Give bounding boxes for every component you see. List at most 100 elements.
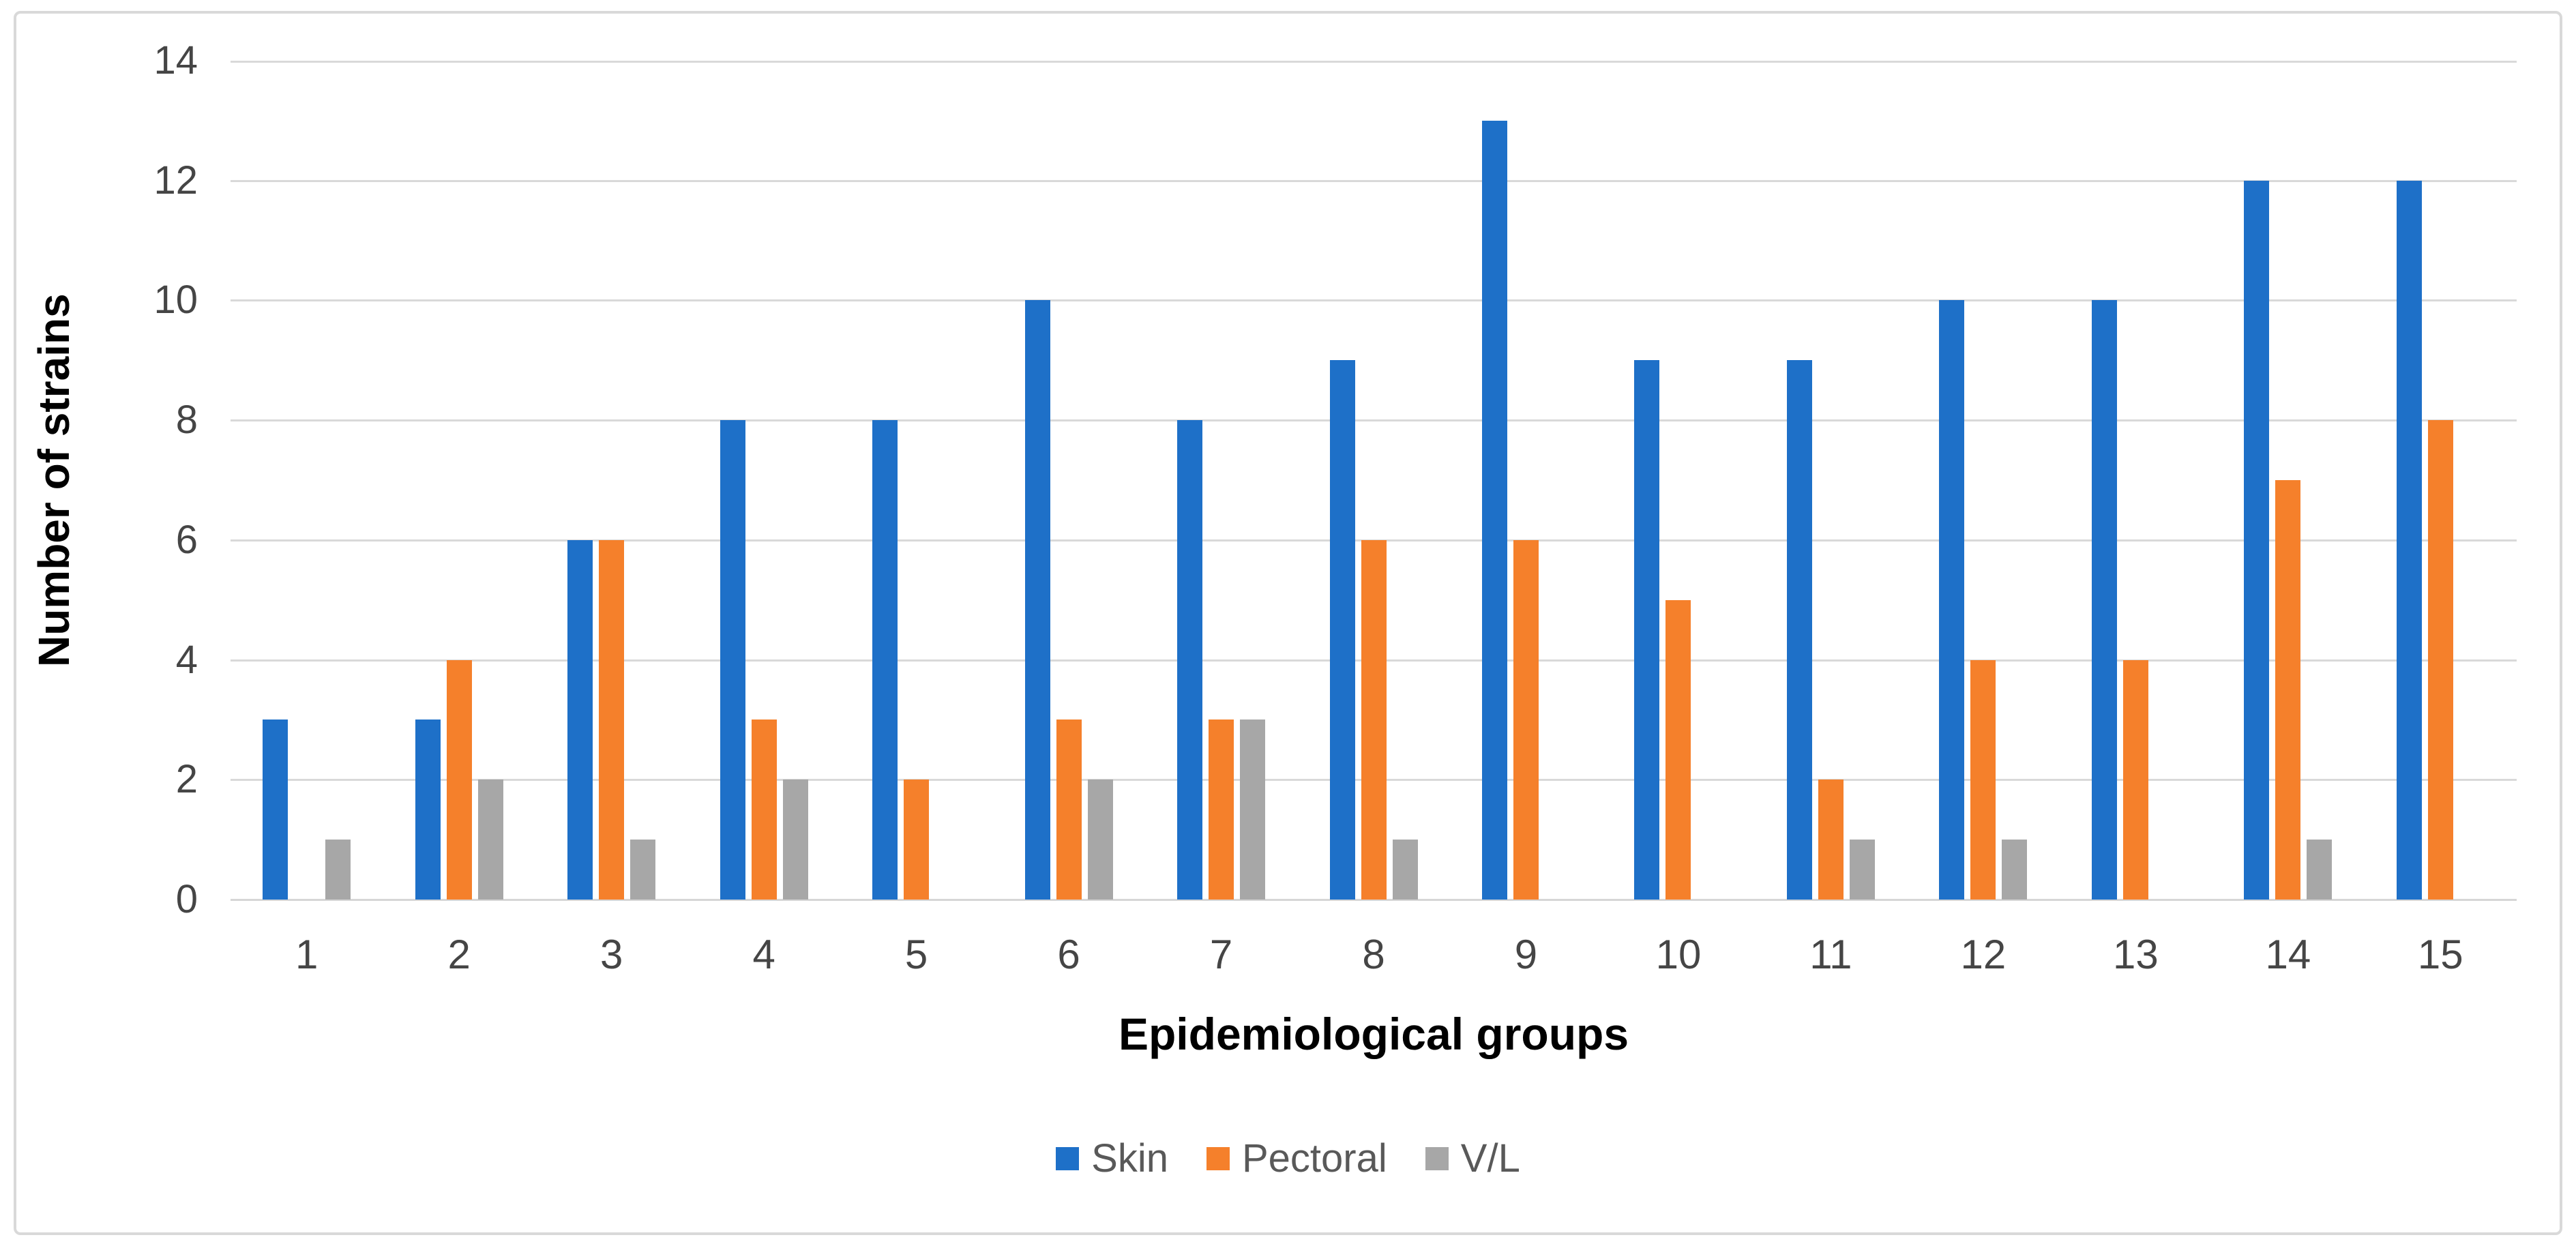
bar-slot-v-l bbox=[2307, 61, 2333, 900]
gridline bbox=[231, 180, 2517, 182]
bar-pectoral-group-7 bbox=[1209, 720, 1234, 900]
legend-item-pectoral: Pectoral bbox=[1206, 1135, 1387, 1183]
bar-slot-skin bbox=[1634, 61, 1660, 900]
y-axis: 0 2 4 6 8 10 12 14 bbox=[75, 38, 198, 921]
bar-pectoral-group-12 bbox=[1970, 660, 1996, 900]
bar-skin-group-2 bbox=[415, 720, 441, 900]
bar-slot-v-l bbox=[2002, 61, 2028, 900]
bar-slot-skin bbox=[720, 61, 745, 900]
bar-skin-group-1 bbox=[263, 720, 288, 900]
bar-v-l-group-11 bbox=[1849, 840, 1875, 900]
bar-pectoral-group-4 bbox=[751, 720, 777, 900]
bar-v-l-group-1 bbox=[325, 840, 351, 900]
x-tick-label: 9 bbox=[1514, 932, 1538, 977]
bar-slot-v-l bbox=[1087, 61, 1113, 900]
bar-slot-v-l bbox=[782, 61, 808, 900]
y-tick-label: 14 bbox=[153, 38, 198, 83]
bar-v-l-group-6 bbox=[1087, 780, 1113, 900]
bar-slot-pectoral bbox=[1665, 61, 1691, 900]
bar-slot-skin bbox=[263, 61, 288, 900]
bar-v-l-group-4 bbox=[782, 780, 808, 900]
bars-layer bbox=[231, 61, 2517, 900]
x-tick-label: 11 bbox=[1809, 932, 1852, 977]
category-group-6 bbox=[992, 61, 1144, 900]
legend-label-skin: Skin bbox=[1091, 1136, 1168, 1181]
bar-v-l-group-8 bbox=[1392, 840, 1418, 900]
gridline bbox=[231, 299, 2517, 301]
category-group-7 bbox=[1145, 61, 1297, 900]
bar-slot-v-l bbox=[477, 61, 503, 900]
plot-area bbox=[231, 61, 2517, 901]
bar-slot-pectoral bbox=[1818, 61, 1844, 900]
legend-label-v-l: V/L bbox=[1460, 1136, 1520, 1181]
bar-slot-v-l bbox=[1545, 61, 1570, 900]
bar-slot-pectoral bbox=[1970, 61, 1996, 900]
bar-pectoral-group-10 bbox=[1665, 600, 1691, 900]
bar-slot-skin bbox=[2091, 61, 2117, 900]
bar-slot-pectoral bbox=[1209, 61, 1234, 900]
bar-slot-skin bbox=[1786, 61, 1812, 900]
bar-slot-skin bbox=[1329, 61, 1355, 900]
bar-slot-v-l bbox=[325, 61, 351, 900]
x-tick-label: 2 bbox=[447, 932, 471, 977]
bar-pectoral-group-5 bbox=[904, 780, 930, 900]
x-tick-label: 4 bbox=[752, 932, 775, 977]
x-axis-baseline bbox=[231, 899, 2517, 901]
bar-slot-v-l bbox=[2155, 61, 2180, 900]
bar-v-l-group-3 bbox=[630, 840, 656, 900]
bar-skin-group-8 bbox=[1329, 360, 1355, 900]
bar-pectoral-group-13 bbox=[2122, 660, 2148, 900]
bar-slot-v-l bbox=[1392, 61, 1418, 900]
bar-slot-pectoral bbox=[1361, 61, 1387, 900]
bar-skin-group-15 bbox=[2396, 181, 2422, 900]
category-group-1 bbox=[231, 61, 383, 900]
y-tick-label: 8 bbox=[175, 398, 198, 442]
bar-slot-skin bbox=[872, 61, 898, 900]
bar-pectoral-group-9 bbox=[1513, 540, 1539, 900]
category-group-14 bbox=[2212, 61, 2364, 900]
bar-slot-pectoral bbox=[2275, 61, 2301, 900]
bar-skin-group-6 bbox=[1024, 300, 1050, 900]
bar-slot-pectoral bbox=[446, 61, 472, 900]
x-tick-label: 6 bbox=[1057, 932, 1080, 977]
bar-slot-pectoral bbox=[751, 61, 777, 900]
gridline bbox=[231, 419, 2517, 421]
x-tick-label: 12 bbox=[1960, 932, 2007, 977]
bar-slot-pectoral bbox=[2122, 61, 2148, 900]
bar-slot-pectoral bbox=[599, 61, 625, 900]
bar-skin-group-5 bbox=[872, 420, 898, 900]
x-tick-label: 1 bbox=[295, 932, 319, 977]
x-tick-label: 5 bbox=[904, 932, 928, 977]
bar-slot-pectoral bbox=[1513, 61, 1539, 900]
bar-skin-group-7 bbox=[1177, 420, 1203, 900]
x-axis-title: Epidemiological groups bbox=[1118, 1009, 1629, 1059]
category-group-8 bbox=[1297, 61, 1449, 900]
bar-slot-skin bbox=[2396, 61, 2422, 900]
bar-pectoral-group-15 bbox=[2427, 420, 2453, 900]
bar-slot-v-l bbox=[1697, 61, 1722, 900]
bar-slot-skin bbox=[1939, 61, 1965, 900]
x-tick-label: 13 bbox=[2112, 932, 2159, 977]
bar-slot-skin bbox=[2244, 61, 2270, 900]
bar-skin-group-10 bbox=[1634, 360, 1660, 900]
bar-v-l-group-2 bbox=[477, 780, 503, 900]
bar-v-l-group-12 bbox=[2002, 840, 2028, 900]
x-tick-label: 10 bbox=[1655, 932, 1702, 977]
bar-slot-skin bbox=[1177, 61, 1203, 900]
y-tick-label: 2 bbox=[175, 757, 198, 801]
x-tick-label: 15 bbox=[2417, 932, 2463, 977]
bar-slot-skin bbox=[1481, 61, 1507, 900]
legend: Skin Pectoral V/L bbox=[0, 1135, 2576, 1183]
gridline bbox=[231, 61, 2517, 63]
bar-skin-group-9 bbox=[1481, 121, 1507, 900]
category-group-9 bbox=[1450, 61, 1602, 900]
category-group-2 bbox=[383, 61, 535, 900]
bar-v-l-group-7 bbox=[1240, 720, 1266, 900]
bar-slot-v-l bbox=[935, 61, 960, 900]
x-axis: 1 2 3 4 5 6 7 8 9 10 11 12 13 14 15 bbox=[231, 929, 2517, 981]
bar-pectoral-group-8 bbox=[1361, 540, 1387, 900]
category-group-4 bbox=[687, 61, 840, 900]
category-group-13 bbox=[2060, 61, 2212, 900]
bar-skin-group-4 bbox=[720, 420, 745, 900]
bar-pectoral-group-14 bbox=[2275, 480, 2301, 900]
